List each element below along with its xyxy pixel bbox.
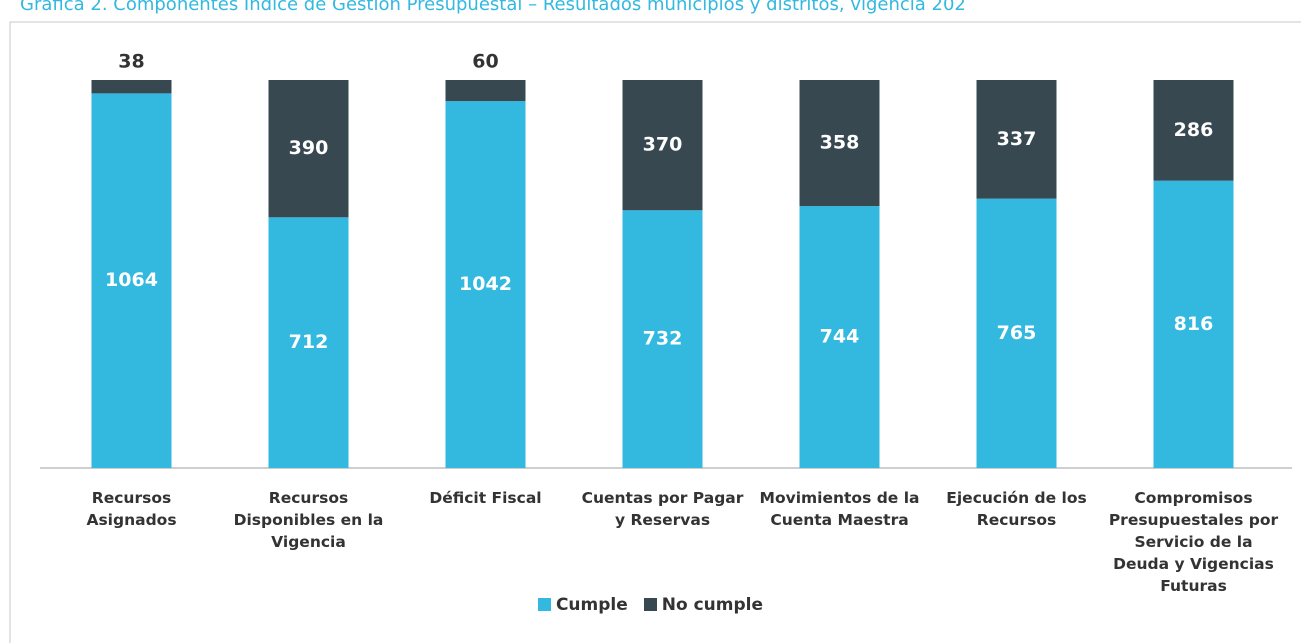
bar-segment	[976, 198, 1057, 468]
data-label: 732	[643, 328, 683, 350]
legend-item: No cumple	[643, 595, 764, 615]
data-label: 370	[643, 134, 683, 156]
bar-segment	[976, 80, 1057, 199]
x-tick-label: Movimientos de la Cuenta Maestra	[759, 489, 920, 529]
legend-label: Cumple	[555, 595, 628, 615]
data-label: 60	[472, 51, 498, 73]
legend: Cumple No cumple	[0, 595, 1301, 615]
data-label: 744	[820, 326, 860, 348]
data-label: 286	[1174, 119, 1214, 141]
legend-label: No cumple	[661, 595, 764, 615]
data-label: 337	[997, 128, 1037, 150]
chart-title: Gráfica 2. Componentes Índice de Gestión…	[20, 0, 966, 15]
data-label: 1064	[105, 269, 158, 291]
data-label: 358	[820, 132, 860, 154]
bar-segment	[91, 93, 172, 469]
data-label: 712	[289, 331, 329, 353]
data-label: 1042	[459, 273, 512, 295]
bar-segment	[445, 101, 526, 468]
bar-segment	[622, 210, 703, 469]
legend-item: Cumple	[537, 595, 628, 615]
legend-swatch	[537, 598, 551, 611]
data-label: 390	[289, 137, 329, 159]
data-label: 38	[118, 51, 144, 73]
data-label: 765	[997, 322, 1037, 344]
bar-segment	[268, 80, 349, 218]
x-tick-label: Recursos Asignados	[86, 489, 177, 529]
legend-swatch	[643, 598, 657, 611]
bar-segment	[445, 80, 526, 102]
chart-frame	[9, 21, 1301, 643]
data-label: 816	[1174, 313, 1214, 335]
bar-segment	[799, 80, 880, 207]
bar-segment	[91, 80, 172, 94]
x-tick-label: Compromisos Presupuestales por Servicio …	[1108, 489, 1279, 595]
x-tick-label: Ejecución de los Recursos	[946, 489, 1087, 529]
x-tick-label: Recursos Disponibles en la Vigencia	[233, 489, 384, 551]
bar-segment	[799, 206, 880, 468]
x-tick-label: Cuentas por Pagar y Reservas	[581, 489, 744, 529]
x-tick-label: Déficit Fiscal	[429, 489, 542, 507]
bar-segment	[622, 80, 703, 211]
bar-segment	[268, 217, 349, 468]
bar-segment	[1153, 180, 1234, 469]
bar-segment	[1153, 80, 1234, 181]
